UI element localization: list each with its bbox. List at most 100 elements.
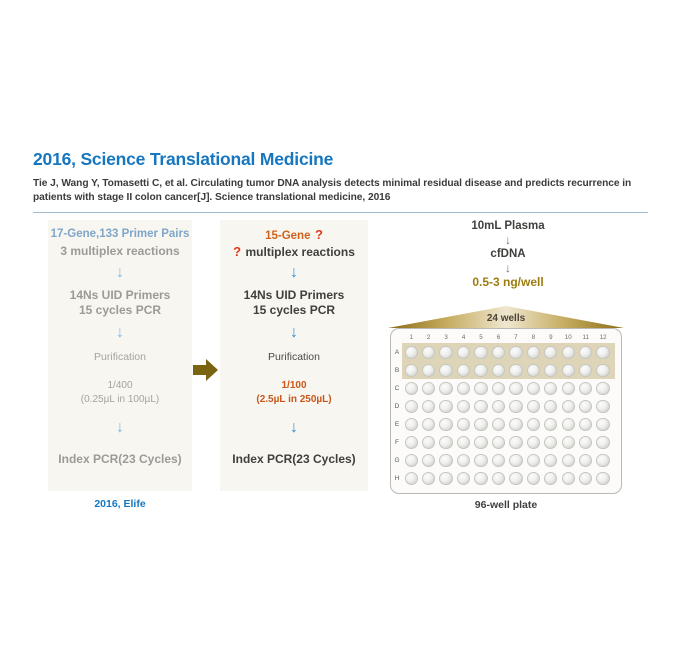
plate-well[interactable] xyxy=(439,471,453,485)
plate-well[interactable] xyxy=(596,471,610,485)
plate-well[interactable] xyxy=(509,453,523,467)
plate-well[interactable] xyxy=(544,363,558,377)
plate-well[interactable] xyxy=(404,471,418,485)
plate-well[interactable] xyxy=(421,345,436,359)
funnel-label: 24 wells xyxy=(486,313,526,324)
plate-well[interactable] xyxy=(404,417,418,431)
plate-well[interactable] xyxy=(509,381,523,395)
plate-well[interactable] xyxy=(544,471,558,485)
mid-head-gene: 15-Gene xyxy=(265,230,311,242)
plate-well[interactable] xyxy=(544,381,558,395)
plate-well[interactable] xyxy=(456,453,471,467)
plate-well[interactable] xyxy=(579,345,593,359)
plate-well[interactable] xyxy=(544,435,558,449)
plate-well[interactable] xyxy=(526,471,541,485)
plate-well[interactable] xyxy=(421,435,436,449)
plate-well[interactable] xyxy=(404,363,418,377)
plate-well[interactable] xyxy=(526,381,541,395)
plate-well[interactable] xyxy=(439,363,453,377)
plate-well[interactable] xyxy=(491,345,506,359)
plate-well[interactable] xyxy=(491,399,506,413)
plate-well[interactable] xyxy=(509,399,523,413)
plate-well[interactable] xyxy=(404,435,418,449)
plate-well[interactable] xyxy=(474,453,488,467)
plate-well[interactable] xyxy=(474,417,488,431)
plate-well[interactable] xyxy=(456,435,471,449)
plate-well[interactable] xyxy=(561,435,575,449)
plate-well[interactable] xyxy=(596,345,610,359)
plate-well[interactable] xyxy=(526,345,541,359)
plate-well[interactable] xyxy=(596,363,610,377)
plate-well[interactable] xyxy=(456,417,471,431)
plate-well[interactable] xyxy=(456,363,471,377)
plate-well[interactable] xyxy=(491,471,506,485)
plate-well[interactable] xyxy=(421,417,436,431)
plate-well[interactable] xyxy=(561,417,575,431)
plate-well[interactable] xyxy=(439,435,453,449)
plate-well[interactable] xyxy=(421,453,436,467)
plate-well[interactable] xyxy=(579,435,593,449)
plate-well[interactable] xyxy=(526,363,541,377)
plate-well[interactable] xyxy=(526,417,541,431)
plate-well[interactable] xyxy=(596,417,610,431)
plate-well[interactable] xyxy=(474,363,488,377)
plate-well[interactable] xyxy=(421,471,436,485)
plate-well[interactable] xyxy=(544,417,558,431)
plate-well[interactable] xyxy=(474,381,488,395)
plate-well[interactable] xyxy=(404,399,418,413)
plate-well[interactable] xyxy=(491,453,506,467)
plate-well[interactable] xyxy=(544,399,558,413)
plate-well[interactable] xyxy=(561,453,575,467)
plate-well[interactable] xyxy=(579,453,593,467)
plate-well[interactable] xyxy=(421,399,436,413)
plate-well[interactable] xyxy=(596,381,610,395)
plate-well[interactable] xyxy=(439,453,453,467)
plate-well[interactable] xyxy=(491,363,506,377)
plate-well[interactable] xyxy=(439,417,453,431)
plate-well[interactable] xyxy=(509,471,523,485)
plate-well[interactable] xyxy=(526,435,541,449)
plate-well[interactable] xyxy=(579,381,593,395)
plate-well[interactable] xyxy=(579,363,593,377)
plate-well[interactable] xyxy=(561,381,575,395)
plate-well[interactable] xyxy=(491,381,506,395)
plate-well[interactable] xyxy=(456,381,471,395)
plate-well[interactable] xyxy=(491,435,506,449)
plate-well[interactable] xyxy=(596,453,610,467)
plate-well[interactable] xyxy=(544,453,558,467)
mid-arrow-3: ↓ xyxy=(290,419,298,436)
plate-well[interactable] xyxy=(474,471,488,485)
plate-well[interactable] xyxy=(439,381,453,395)
plate-well[interactable] xyxy=(439,399,453,413)
plate-well[interactable] xyxy=(474,345,488,359)
plate-well[interactable] xyxy=(561,345,575,359)
plate-well[interactable] xyxy=(474,399,488,413)
plate-well[interactable] xyxy=(404,453,418,467)
plate-well[interactable] xyxy=(579,417,593,431)
plate-well[interactable] xyxy=(596,435,610,449)
plate-well[interactable] xyxy=(491,417,506,431)
plate-well[interactable] xyxy=(526,453,541,467)
plate-well[interactable] xyxy=(474,435,488,449)
plate-well[interactable] xyxy=(456,345,471,359)
plate-well[interactable] xyxy=(579,399,593,413)
plate-well[interactable] xyxy=(596,399,610,413)
plate-well[interactable] xyxy=(509,435,523,449)
plate-well[interactable] xyxy=(509,417,523,431)
plate-well[interactable] xyxy=(579,471,593,485)
plate-well[interactable] xyxy=(561,471,575,485)
plate-well[interactable] xyxy=(456,399,471,413)
well-plate[interactable]: 1 2 3 4 5 6 7 8 9 10 11 12 A B C D E F G H xyxy=(390,328,622,494)
plate-well[interactable] xyxy=(509,363,523,377)
plate-well[interactable] xyxy=(544,345,558,359)
plate-well[interactable] xyxy=(421,363,436,377)
plate-well[interactable] xyxy=(561,363,575,377)
plate-well[interactable] xyxy=(509,345,523,359)
plate-well[interactable] xyxy=(439,345,453,359)
plate-well[interactable] xyxy=(404,345,418,359)
plate-well[interactable] xyxy=(456,471,471,485)
plate-well[interactable] xyxy=(421,381,436,395)
plate-well[interactable] xyxy=(404,381,418,395)
plate-well[interactable] xyxy=(561,399,575,413)
plate-well[interactable] xyxy=(526,399,541,413)
